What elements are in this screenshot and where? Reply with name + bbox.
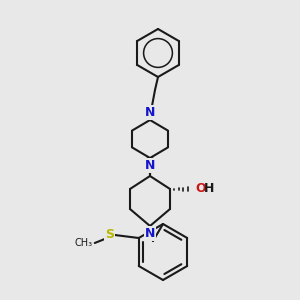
- Text: O: O: [195, 182, 206, 196]
- Text: N: N: [145, 159, 155, 172]
- Text: CH₃: CH₃: [75, 238, 93, 248]
- Polygon shape: [147, 158, 153, 176]
- Text: N: N: [145, 106, 155, 119]
- Text: H: H: [204, 182, 214, 196]
- Text: S: S: [105, 229, 114, 242]
- Text: N: N: [145, 227, 155, 240]
